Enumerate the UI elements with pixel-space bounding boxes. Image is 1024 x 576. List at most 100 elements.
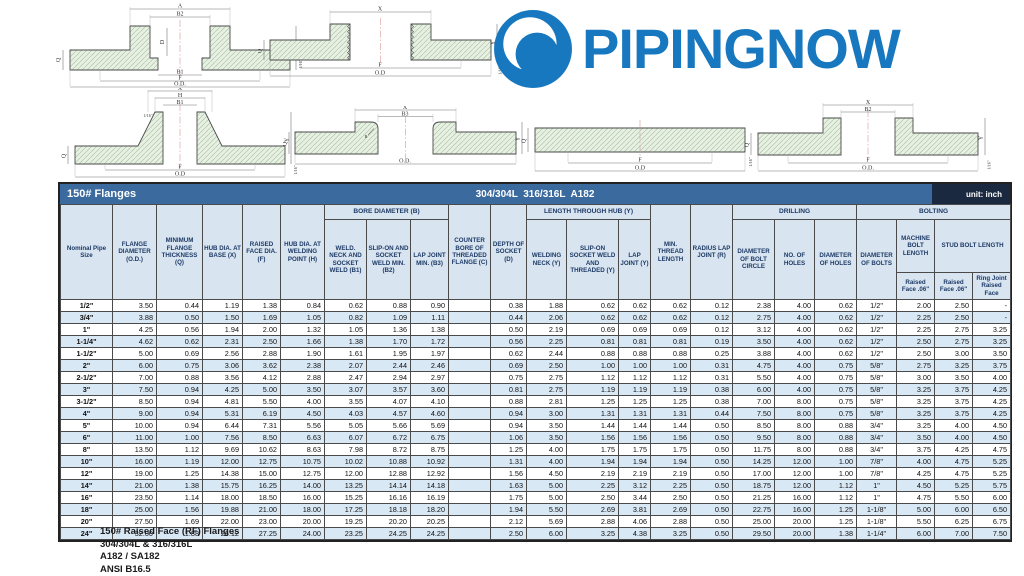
table-cell: 0.62 xyxy=(650,311,692,324)
table-cell: 4.00 xyxy=(526,443,568,456)
col-header-no-of-holes: NO. OF HOLES xyxy=(774,219,816,300)
table-cell: 1.05 xyxy=(324,323,367,336)
table-cell: 2.25 xyxy=(650,479,692,492)
table-row: 8" 13.50 1.12 9.69 10.62 8.63 7.98 8.72 8.75 1.25… xyxy=(60,443,1012,456)
table-cell: 0.88 xyxy=(366,299,411,312)
table-cell: 1.25 xyxy=(156,467,203,480)
table-cell: 1.61 xyxy=(324,347,367,360)
table-cell: 3.75 xyxy=(896,443,936,456)
table-cell: 6.00 xyxy=(732,383,776,396)
table-cell: 4.00 xyxy=(896,455,936,468)
dim-label: F xyxy=(866,158,870,164)
table-cell: 27.25 xyxy=(242,527,281,540)
col-header-depth-of-socket: DEPTH OF SOCKET (D) xyxy=(490,204,528,300)
table-cell: 3.81 xyxy=(618,503,652,516)
table-cell: 10" xyxy=(60,455,113,468)
table-cell: 1.94 xyxy=(490,503,528,516)
col-header-slip-on-y: SLIP-ON SOCKET WELD AND THREADED (Y) xyxy=(566,219,620,300)
flange-diagram-blind: Q F O.D 1/16" xyxy=(520,106,760,178)
table-cell: 3.25 xyxy=(896,407,936,420)
table-cell: 23.50 xyxy=(112,491,157,504)
table-cell: 12.75 xyxy=(280,467,325,480)
table-cell: 6.00 xyxy=(896,527,936,540)
table-cell: 2.50 xyxy=(896,347,936,360)
table-cell: 2.19 xyxy=(618,467,652,480)
table-cell: 1.44 xyxy=(566,419,620,432)
table-cell: 3.88 xyxy=(112,311,157,324)
table-cell: 3.50 xyxy=(112,299,157,312)
table-cell: 1.70 xyxy=(366,335,411,348)
table-row: 4" 9.00 0.94 5.31 6.19 4.50 4.03 4.57 4.60 0.94 3.… xyxy=(60,407,1012,420)
table-cell: 3.60 xyxy=(409,383,450,396)
table-cell: 0.75 xyxy=(156,359,203,372)
table-cell: 0.50 xyxy=(690,455,734,468)
table-cell: 1.97 xyxy=(409,347,450,360)
table-cell: 5.50 xyxy=(242,395,281,408)
brand-name: PIPINGNOW xyxy=(582,17,901,80)
table-cell: 8.00 xyxy=(774,419,816,432)
table-cell: 3.25 xyxy=(896,395,936,408)
table-cell: 21.25 xyxy=(732,491,776,504)
table-cell: 8.50 xyxy=(112,395,157,408)
table-cell: 3.50 xyxy=(934,371,974,384)
dim-label: B2 xyxy=(176,12,183,18)
table-cell: 1.50 xyxy=(202,311,243,324)
table-cell: 12" xyxy=(60,467,113,480)
table-cell: 2.81 xyxy=(526,395,568,408)
table-cell: 1.25 xyxy=(618,395,652,408)
col-header-welding-neck-y: WELDING NECK (Y) xyxy=(526,219,568,300)
table-cell: 17.00 xyxy=(732,467,776,480)
table-cell: 5/8" xyxy=(856,371,898,384)
table-cell: 3.25 xyxy=(972,335,1012,348)
table-cell: 1.00 xyxy=(156,431,203,444)
table-cell: 4.38 xyxy=(618,527,652,540)
table-cell: 0.69 xyxy=(618,323,652,336)
table-cell: 1-1/8" xyxy=(856,503,898,516)
table-cell: 1/2" xyxy=(60,299,113,312)
table-cell xyxy=(448,443,492,456)
table-cell: 4.25 xyxy=(202,383,243,396)
table-cell: 6.72 xyxy=(366,431,411,444)
dim-label: O.D xyxy=(175,172,186,178)
table-cell: 0.62 xyxy=(490,347,528,360)
table-cell: 1.94 xyxy=(618,455,652,468)
table-cell: 19.00 xyxy=(112,467,157,480)
dim-label: O.D. xyxy=(862,166,874,172)
table-cell: - xyxy=(972,311,1012,324)
table-cell: 12.00 xyxy=(774,467,816,480)
table-cell: 5.00 xyxy=(896,503,936,516)
table-cell: 1.19 xyxy=(156,455,203,468)
table-cell: 0.94 xyxy=(156,395,203,408)
table-cell: 5.00 xyxy=(526,479,568,492)
table-cell: 3" xyxy=(60,383,113,396)
table-cell: 8.00 xyxy=(774,431,816,444)
group-header-bolting: BOLTING xyxy=(856,204,1012,220)
flange-diagram-threaded: X F O.D Q Y 1/16" xyxy=(258,4,503,84)
table-row: 10" 16.00 1.19 12.00 12.75 10.75 10.02 10.88 10.… xyxy=(60,455,1012,468)
col-header-flange-diameter: FLANGE DIAMETER (O.D.) xyxy=(112,204,157,300)
table-cell: 4.10 xyxy=(409,395,450,408)
flange-cross-section xyxy=(432,121,517,155)
col-header-machine-raised-face: Raised Face .06" xyxy=(896,272,936,300)
dim-label: D xyxy=(160,39,166,44)
table-cell: 3.12 xyxy=(732,323,776,336)
table-cell: 1.12 xyxy=(814,491,858,504)
table-cell: 4.50 xyxy=(896,479,936,492)
table-cell: 0.44 xyxy=(690,407,734,420)
dim-label: Y xyxy=(491,40,497,45)
table-cell: 0.94 xyxy=(156,407,203,420)
table-cell: 0.50 xyxy=(690,503,734,516)
table-cell: 8.50 xyxy=(732,419,776,432)
table-cell: 0.94 xyxy=(490,407,528,420)
table-cell: 1-1/4" xyxy=(60,335,113,348)
table-cell: 4.75 xyxy=(896,491,936,504)
col-header-dia-of-holes: DIAMETER OF HOLES xyxy=(814,219,858,300)
table-cell: 8" xyxy=(60,443,113,456)
table-cell: 20.00 xyxy=(280,515,325,528)
table-cell: 9.00 xyxy=(112,407,157,420)
table-cell: 5.50 xyxy=(896,515,936,528)
table-cell: 1/2" xyxy=(856,323,898,336)
table-cell: 4.25 xyxy=(934,443,974,456)
table-cell: 9.50 xyxy=(732,431,776,444)
table-cell: 3.56 xyxy=(202,371,243,384)
